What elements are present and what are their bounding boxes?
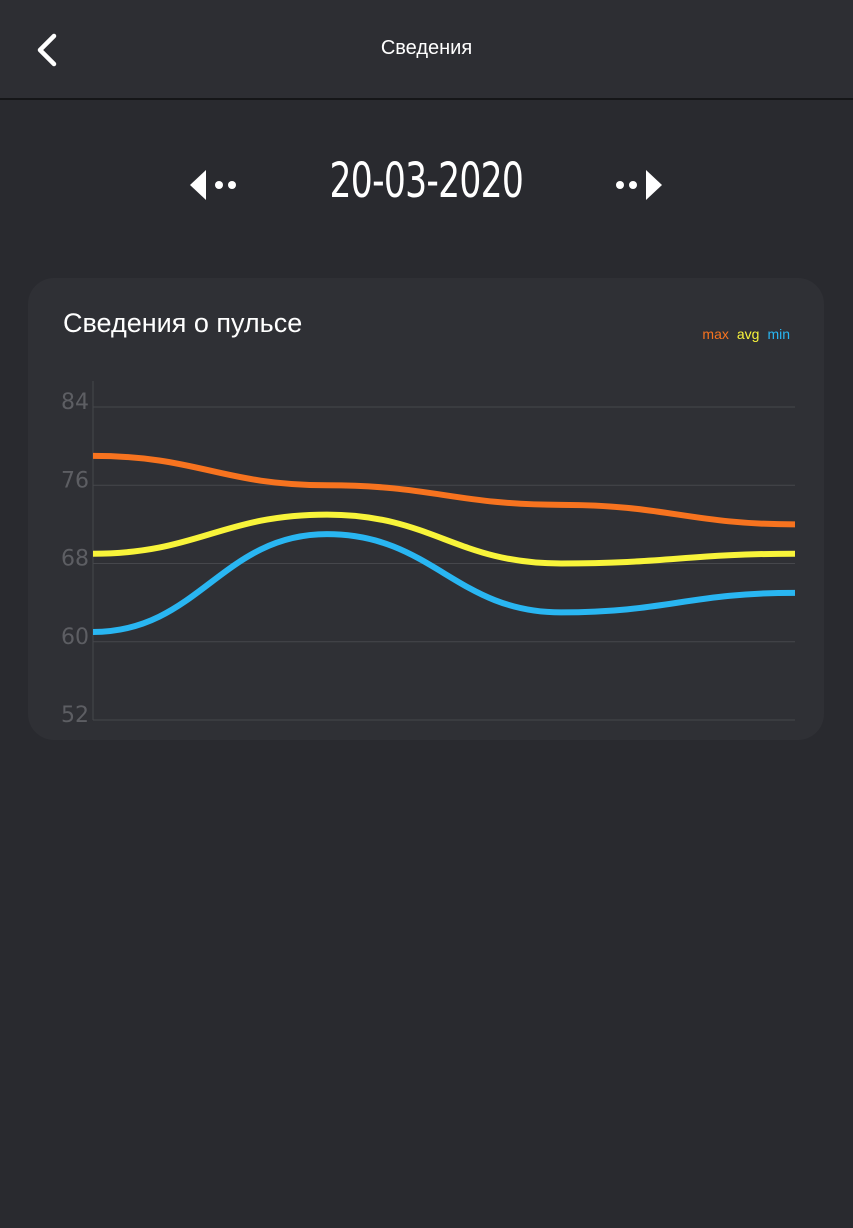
date-navigator: 20-03-2020 [0,145,853,225]
top-bar: Сведения [0,0,853,100]
y-tick-label: 60 [61,625,89,650]
prev-arrow-icon [190,170,236,200]
date-label: 20-03-2020 [329,153,524,209]
next-arrow-icon [616,170,662,200]
next-day-button[interactable] [610,165,670,205]
series-line-max [92,452,796,528]
legend-avg: avg [736,326,760,342]
chart-legend: max avg min [694,326,790,342]
back-button[interactable] [28,28,68,72]
chevron-left-icon [37,33,57,67]
card-title: Сведения о пульсе [63,308,303,338]
page-title: Сведения [380,37,473,59]
prev-day-button[interactable] [182,165,242,205]
y-tick-label: 68 [61,547,89,572]
heart-rate-card: Сведения о пульсе max avg min 84 76 68 60 52 [28,278,824,740]
series-line-min [92,531,796,635]
y-tick-label: 52 [61,703,89,728]
heart-rate-chart: 84 76 68 60 52 [61,381,796,728]
y-tick-label: 84 [61,390,89,415]
y-tick-label: 76 [61,468,89,493]
legend-min: min [767,326,790,342]
series-line-avg [92,511,796,567]
legend-max: max [702,326,729,342]
